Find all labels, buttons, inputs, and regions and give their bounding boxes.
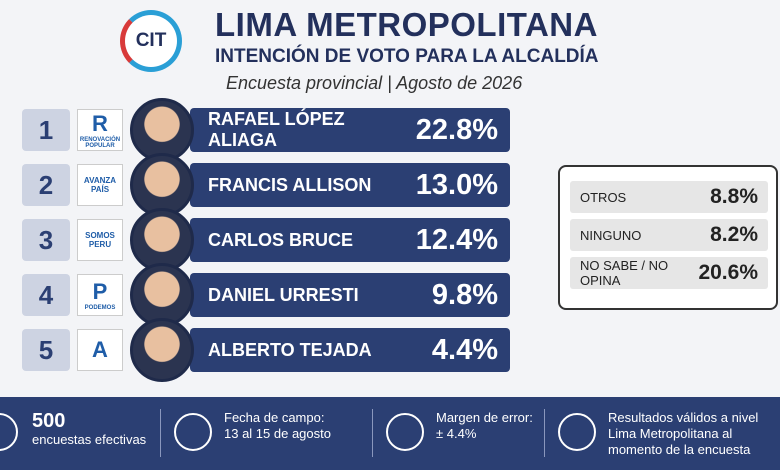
other-value: 8.8% bbox=[710, 185, 758, 208]
candidate-bar: CARLOS BRUCE 12.4% bbox=[190, 218, 510, 262]
candidate-value: 12.4% bbox=[415, 223, 498, 256]
footer-top: 500 bbox=[32, 410, 66, 432]
footer-item: 500 encuestas efectivas bbox=[32, 410, 182, 448]
party-name: PODEMOS bbox=[84, 305, 116, 311]
footer-item: Fecha de campo: 13 al 15 de agosto bbox=[224, 410, 374, 442]
candidate-bar: FRANCIS ALLISON 13.0% bbox=[190, 163, 510, 207]
other-value: 20.6% bbox=[698, 261, 758, 284]
other-label: OTROS bbox=[580, 189, 627, 205]
footer-icon bbox=[0, 413, 18, 451]
candidate-bar: ALBERTO TEJADA 4.4% bbox=[190, 328, 510, 372]
footer-top: Margen de error: bbox=[436, 410, 533, 425]
candidate-name: DANIEL URRESTI bbox=[208, 284, 359, 305]
title: LIMA METROPOLITANA bbox=[215, 6, 598, 43]
party-label: R bbox=[92, 111, 108, 136]
rank: 1 bbox=[22, 109, 70, 151]
photo bbox=[130, 208, 194, 272]
other-label: NO SABE / NO OPINA bbox=[580, 258, 669, 288]
rank: 2 bbox=[22, 164, 70, 206]
photo bbox=[130, 318, 194, 382]
footer-top: Resultados válidos a nivel Lima Metropol… bbox=[608, 410, 759, 457]
footer-bottom: 13 al 15 de agosto bbox=[224, 426, 331, 441]
footer-bottom: ± 4.4% bbox=[436, 426, 477, 441]
candidate-name: ALBERTO TEJADA bbox=[208, 339, 372, 360]
separator bbox=[160, 409, 161, 457]
separator bbox=[372, 409, 373, 457]
other-value: 8.2% bbox=[710, 223, 758, 246]
other-row: NO SABE / NO OPINA 20.6% bbox=[570, 257, 768, 289]
party-logo: P PODEMOS bbox=[77, 274, 123, 316]
footer: 500 encuestas efectivas Fecha de campo: 13 … bbox=[0, 397, 780, 470]
candidate-bar: RAFAEL LÓPEZ ALIAGA 22.8% bbox=[190, 108, 510, 152]
party-logo: R RENOVACIÓN POPULAR bbox=[77, 109, 123, 151]
party-label: SOMOS PERU bbox=[85, 231, 115, 249]
footer-icon bbox=[386, 413, 424, 451]
subtitle: INTENCIÓN DE VOTO PARA LA ALCALDÍA bbox=[215, 46, 599, 67]
candidate-value: 4.4% bbox=[431, 333, 498, 366]
other-label: NINGUNO bbox=[580, 227, 642, 243]
party-label: AVANZA PAÍS bbox=[83, 176, 117, 194]
others-box: OTROS 8.8% NINGUNO 8.2% NO SABE / NO OPINA 20… bbox=[558, 165, 778, 310]
party-logo: AVANZA PAÍS bbox=[77, 164, 123, 206]
party-name: RENOVACIÓN POPULAR bbox=[79, 137, 121, 149]
rank: 4 bbox=[22, 274, 70, 316]
caption: Encuesta provincial | Agosto de 2026 bbox=[226, 73, 523, 93]
candidate-name: RAFAEL LÓPEZ ALIAGA bbox=[208, 109, 345, 150]
logo: CIT bbox=[120, 10, 182, 72]
candidate-name: CARLOS BRUCE bbox=[208, 229, 354, 250]
other-row: OTROS 8.8% bbox=[570, 181, 768, 213]
footer-icon bbox=[558, 413, 596, 451]
candidate-value: 22.8% bbox=[415, 113, 498, 146]
party-logo: A bbox=[77, 329, 123, 371]
separator bbox=[544, 409, 545, 457]
photo bbox=[130, 98, 194, 162]
rank: 5 bbox=[22, 329, 70, 371]
candidate-name: FRANCIS ALLISON bbox=[208, 174, 372, 195]
rank: 3 bbox=[22, 219, 70, 261]
footer-icon bbox=[174, 413, 212, 451]
footer-top: Fecha de campo: bbox=[224, 410, 325, 425]
footer-item: Resultados válidos a nivel Lima Metropol… bbox=[608, 410, 780, 458]
candidate-value: 9.8% bbox=[431, 278, 498, 311]
footer-item: Margen de error: ± 4.4% bbox=[436, 410, 586, 442]
party-label: A bbox=[92, 337, 108, 362]
party-logo: SOMOS PERU bbox=[77, 219, 123, 261]
candidate-bar: DANIEL URRESTI 9.8% bbox=[190, 273, 510, 317]
other-row: NINGUNO 8.2% bbox=[570, 219, 768, 251]
party-label: P bbox=[92, 279, 108, 304]
candidate-value: 13.0% bbox=[415, 168, 498, 201]
footer-bottom: encuestas efectivas bbox=[32, 432, 147, 447]
